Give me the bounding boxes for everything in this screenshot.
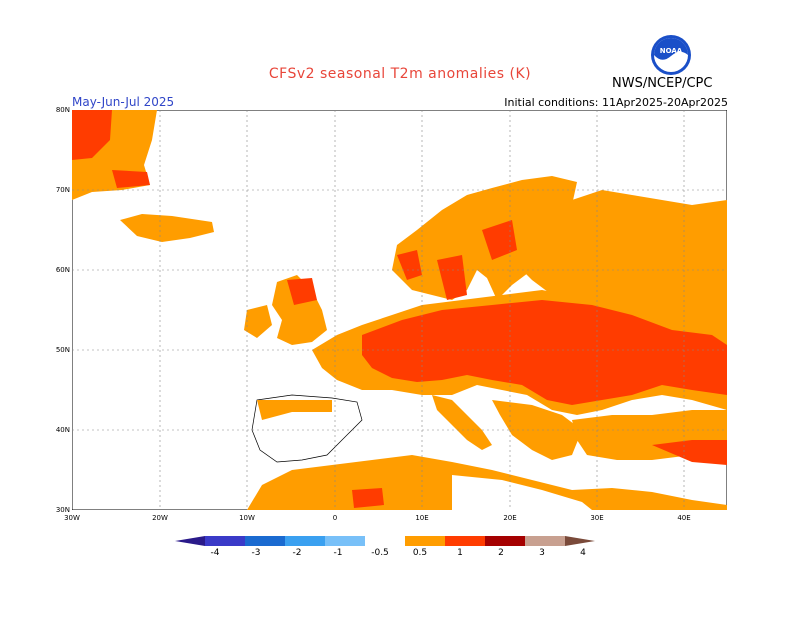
colorbar-label-m3: -3 <box>251 548 261 558</box>
lon-label-10w: 10W <box>239 514 255 522</box>
lon-label-10e: 10E <box>415 514 429 522</box>
region-turkey-hot <box>652 440 727 465</box>
anomaly-map <box>72 110 727 510</box>
lon-label-30w: 30W <box>64 514 80 522</box>
map-title: CFSv2 seasonal T2m anomalies (K) <box>268 66 532 82</box>
colorbar-legend <box>175 536 595 546</box>
colorbar-cat-m2-m1 <box>285 536 325 546</box>
colorbar-label-m2: -2 <box>292 548 302 558</box>
colorbar-label-3: 3 <box>539 548 545 558</box>
colorbar-cat-gt-4 <box>565 536 595 546</box>
region-iberia-north <box>257 400 332 420</box>
region-greenland-hot <box>72 110 150 188</box>
colorbar-label-4: 4 <box>580 548 586 558</box>
noaa-logo-icon: NOAA <box>651 35 691 75</box>
region-scandinavia-hot <box>397 220 517 300</box>
colorbar-label-1: 1 <box>457 548 463 558</box>
lat-label-60n: 60N <box>55 266 70 274</box>
region-ireland <box>244 305 272 338</box>
initial-conditions: Initial conditions: 11Apr2025-20Apr2025 <box>504 96 728 109</box>
colorbar-label-m1: -1 <box>333 548 343 558</box>
region-north-africa-hot <box>352 488 384 508</box>
lon-label-20w: 20W <box>152 514 168 522</box>
lon-label-40e: 40E <box>677 514 691 522</box>
colorbar-cat-m3-m2 <box>245 536 285 546</box>
region-italy <box>432 395 492 450</box>
region-central-europe-hot <box>362 300 727 405</box>
colorbar-cat-2-3 <box>485 536 525 546</box>
colorbar-cat-m1-m05 <box>325 536 365 546</box>
region-north-africa-neutral <box>452 475 592 510</box>
lat-label-50n: 50N <box>55 346 70 354</box>
colorbar-cat-05-1 <box>405 536 445 546</box>
colorbar-cat-1-2 <box>445 536 485 546</box>
colorbar-label-2: 2 <box>498 548 504 558</box>
agency-label: NWS/NCEP/CPC <box>612 76 713 91</box>
region-scotland-hot <box>287 278 317 305</box>
colorbar-cat-lt-4 <box>175 536 205 546</box>
lat-label-40n: 40N <box>55 426 70 434</box>
lat-label-70n: 70N <box>55 186 70 194</box>
lon-label-0: 0 <box>332 514 338 522</box>
region-finland-russia <box>512 190 727 340</box>
lat-label-30n: 30N <box>55 506 70 514</box>
lat-label-80n: 80N <box>55 106 70 114</box>
colorbar-label-05: 0.5 <box>412 548 428 558</box>
colorbar-cat-neutral <box>365 536 405 546</box>
lon-label-30e: 30E <box>590 514 604 522</box>
colorbar-label-m4: -4 <box>210 548 220 558</box>
lon-label-20e: 20E <box>503 514 517 522</box>
colorbar-cat-3-4 <box>525 536 565 546</box>
region-iceland <box>120 214 214 242</box>
colorbar-cat-m4-m3 <box>205 536 245 546</box>
noaa-logo-text: NOAA <box>660 47 683 55</box>
forecast-period: May-Jun-Jul 2025 <box>72 95 175 109</box>
colorbar-label-m05: -0.5 <box>371 548 389 558</box>
